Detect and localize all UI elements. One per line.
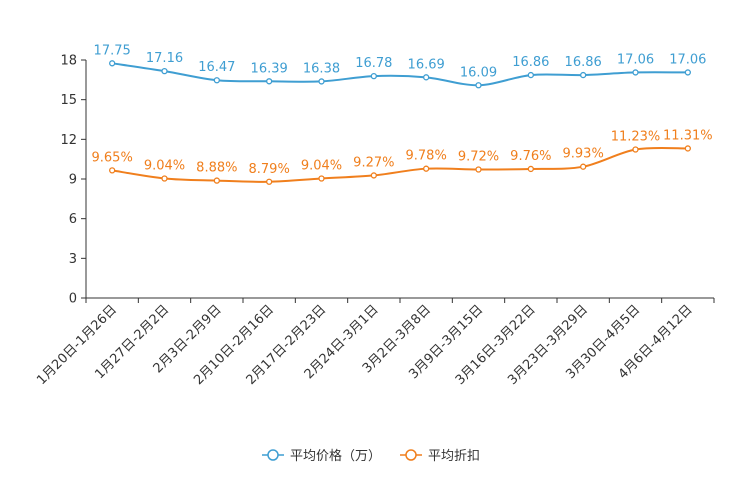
data-point[interactable] [684,69,691,76]
legend-item-price[interactable]: 平均价格（万） [262,448,381,464]
y-tick-label: 18 [60,54,77,69]
data-point[interactable] [213,77,220,84]
data-label: 9.93% [563,147,604,162]
data-point[interactable] [318,175,325,182]
data-point[interactable] [475,166,482,173]
y-tick-label: 0 [69,292,77,307]
data-label: 9.04% [301,158,342,173]
legend-label: 平均价格（万） [290,448,381,464]
data-point[interactable] [475,82,482,89]
legend-label: 平均折扣 [428,449,480,464]
data-label: 17.06 [669,52,706,67]
series-line [112,62,688,87]
data-label: 9.72% [458,149,499,164]
data-point[interactable] [580,163,587,170]
data-label: 16.78 [355,56,392,71]
series-price: 17.75 17.16 16.47 16.39 16.38 16.78 16.69 16.09… [94,43,706,89]
data-label: 8.79% [249,162,290,177]
data-label: 16.86 [565,55,602,70]
data-label: 16.69 [408,57,445,72]
y-tick-label: 6 [69,212,77,227]
data-label: 16.47 [198,60,235,75]
axes: 03691215181月20日-1月26日1月27日-2月2日2月3日-2月9日… [34,54,715,388]
data-label: 17.16 [146,51,183,66]
y-tick-label: 12 [60,133,77,148]
data-point[interactable] [109,60,116,67]
data-point[interactable] [370,72,377,80]
legend-item-discount[interactable]: 平均折扣 [400,449,480,464]
data-point[interactable] [318,78,325,85]
legend-marker-icon [405,449,417,461]
series-discount: 9.65% 9.04% 8.88% 8.79% 9.04% 9.27% 9.78% 9.72%… [92,128,713,185]
data-label: 16.39 [251,61,288,76]
data-point[interactable] [632,146,639,153]
data-point[interactable] [632,69,639,76]
data-label: 9.65% [92,150,133,165]
data-label: 16.86 [512,55,549,70]
data-point[interactable] [423,165,430,172]
data-point[interactable] [527,71,534,79]
data-point[interactable] [580,71,587,79]
y-tick-label: 3 [69,252,77,267]
data-label: 9.78% [406,149,447,164]
series-line [112,146,688,183]
data-point[interactable] [684,145,691,152]
series-layer: 17.75 17.16 16.47 16.39 16.38 16.78 16.69 16.09… [92,43,713,185]
data-label: 11.23% [611,130,661,145]
data-label: 9.04% [144,158,185,173]
data-point[interactable] [266,78,273,85]
data-point[interactable] [266,178,273,185]
y-tick-label: 9 [69,173,77,188]
data-point[interactable] [423,74,430,81]
data-label: 17.06 [617,52,654,67]
data-point[interactable] [161,175,168,182]
legend: 平均价格（万） 平均折扣 [262,448,480,464]
data-point[interactable] [370,172,377,179]
data-point[interactable] [213,177,220,184]
data-point[interactable] [527,165,534,173]
data-label: 16.38 [303,61,340,76]
y-tick-label: 15 [60,93,77,108]
data-point[interactable] [161,67,168,75]
data-label: 8.88% [196,161,237,176]
data-label: 16.09 [460,65,497,80]
data-label: 9.27% [353,155,394,170]
data-point[interactable] [109,167,116,174]
legend-marker-icon [267,449,279,461]
data-label: 9.76% [510,149,551,164]
data-label: 11.31% [663,128,713,143]
data-label: 17.75 [94,43,131,58]
